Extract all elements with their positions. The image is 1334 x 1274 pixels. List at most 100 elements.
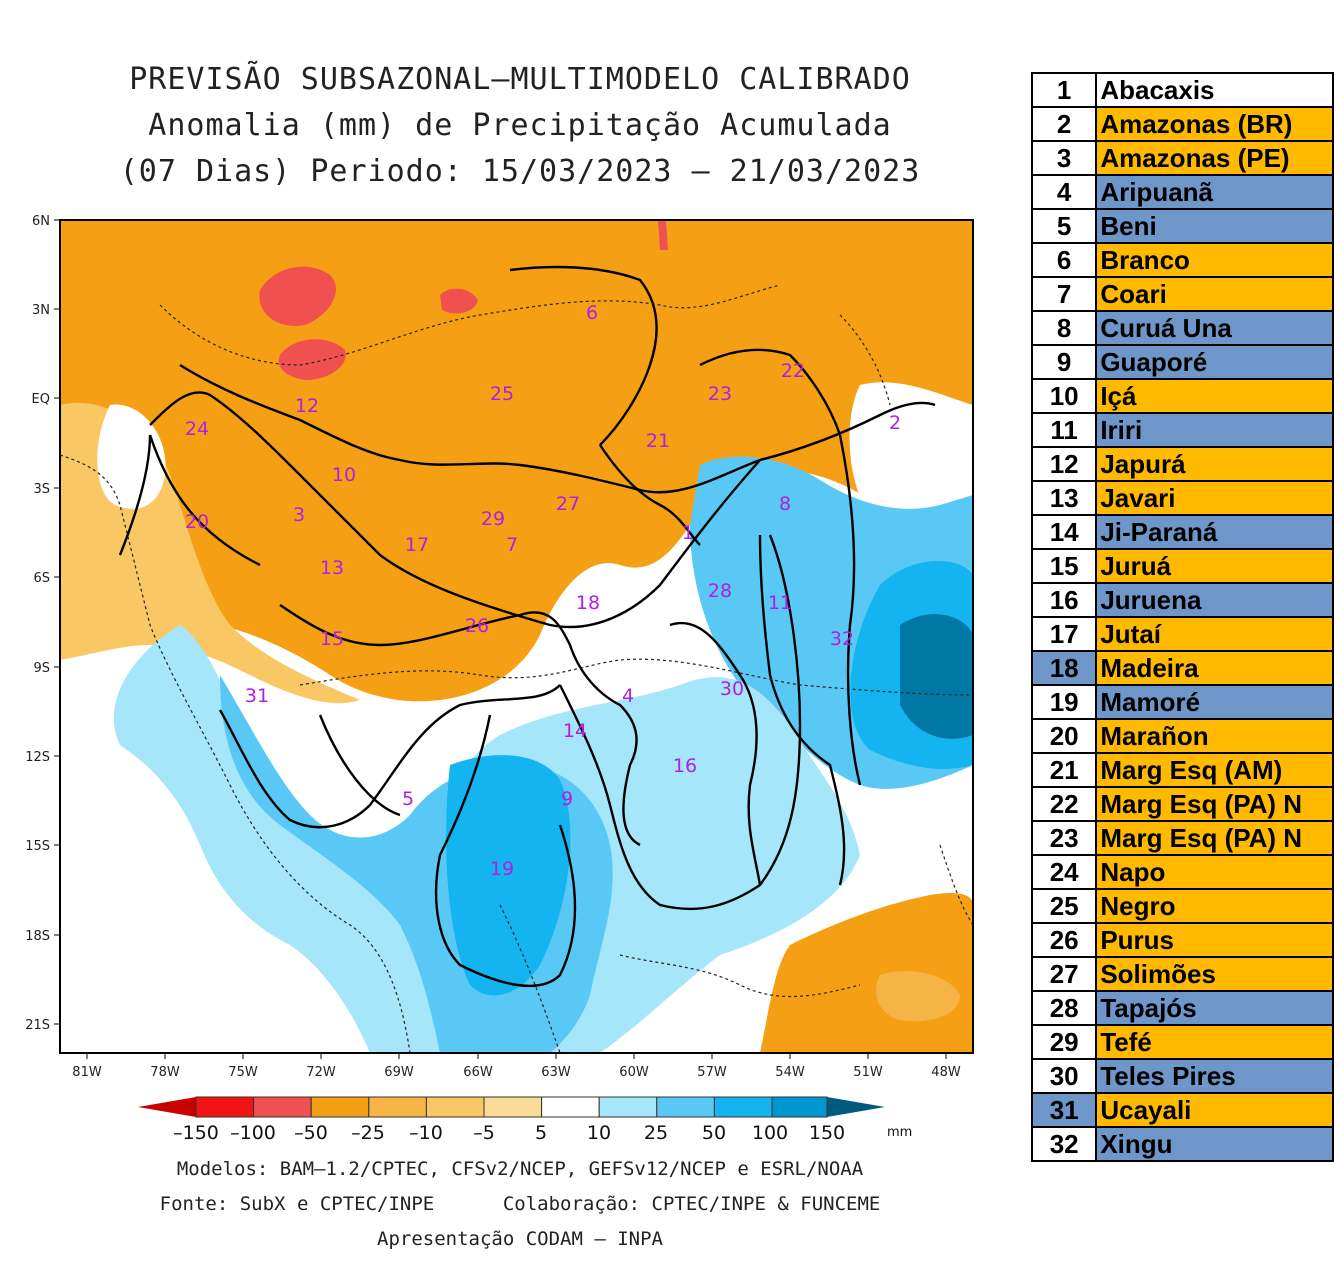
lon-tick-label: 81W <box>72 1065 102 1080</box>
basin-number: 24 <box>1030 854 1098 890</box>
basin-row: 30 Teles Pires <box>1030 1058 1334 1094</box>
colorbar-segment <box>425 1096 485 1118</box>
colorbar-label: 100 <box>752 1122 788 1144</box>
basin-name: Napo <box>1095 854 1334 890</box>
basin-label: 25 <box>490 383 514 405</box>
basin-label: 32 <box>830 628 854 650</box>
basin-label: 6 <box>586 302 598 324</box>
map-frame <box>59 219 974 1054</box>
colorbar-left-arrow <box>138 1097 196 1117</box>
basin-number: 18 <box>1030 650 1098 686</box>
credits-source: Fonte: SubX e CPTEC/INPE Colaboração: CP… <box>159 1193 881 1215</box>
basin-row: 4 Aripuanã <box>1030 174 1334 210</box>
basin-number: 14 <box>1030 514 1098 550</box>
basin-number: 27 <box>1030 956 1098 992</box>
lon-tick-label: 48W <box>931 1065 961 1080</box>
credits-presentation: Apresentação CODAM – INPA <box>377 1228 663 1250</box>
colorbar-segment <box>253 1096 312 1118</box>
basin-name: Japurá <box>1095 446 1334 482</box>
basin-name: Purus <box>1095 922 1334 958</box>
basin-number: 22 <box>1030 786 1098 822</box>
basin-label: 2 <box>889 412 901 434</box>
basin-name: Javari <box>1095 480 1334 516</box>
longitude-labels: 81W 78W 75W 72W 69W 66W 63W 60W 57W 54W … <box>72 1065 961 1080</box>
basin-label: 11 <box>768 592 792 614</box>
basin-name: Iriri <box>1095 412 1334 448</box>
lon-tick-label: 78W <box>150 1065 180 1080</box>
basin-name: Içá <box>1095 378 1334 414</box>
basin-label: 10 <box>332 464 356 486</box>
basin-number: 26 <box>1030 922 1098 958</box>
anomaly-field <box>60 220 973 1053</box>
basin-name: Abacaxis <box>1095 72 1334 108</box>
basin-number: 13 <box>1030 480 1098 516</box>
basin-legend-table: 1 Abacaxis 2 Amazonas (BR) 3 Amazonas (PE) 4 Ar… <box>1030 72 1334 1162</box>
colorbar-segment <box>310 1096 370 1118</box>
basin-name: Marañon <box>1095 718 1334 754</box>
title-line-2: Anomalia (mm) de Precipitação Acumulada <box>148 108 892 143</box>
basin-name: Juruá <box>1095 548 1334 584</box>
colorbar-label: 150 <box>809 1122 845 1144</box>
lon-tick-label: 51W <box>853 1065 883 1080</box>
lat-tick-label: 18S <box>25 929 50 944</box>
basin-label: 28 <box>708 580 732 602</box>
basin-label: 27 <box>556 493 580 515</box>
basin-row: 19 Mamoré <box>1030 684 1334 720</box>
lat-tick-label: 15S <box>25 839 50 854</box>
lon-tick-label: 54W <box>775 1065 805 1080</box>
basin-row: 26 Purus <box>1030 922 1334 958</box>
basin-row: 27 Solimões <box>1030 956 1334 992</box>
basin-label: 16 <box>673 755 697 777</box>
colorbar-segment <box>598 1096 658 1118</box>
basin-label: 19 <box>490 858 514 880</box>
basin-row: 22 Marg Esq (PA) N <box>1030 786 1334 822</box>
basin-label: 1 <box>682 522 694 544</box>
country-borders <box>59 284 974 1054</box>
basin-number: 21 <box>1030 752 1098 788</box>
basin-number: 32 <box>1030 1126 1098 1162</box>
basin-label: 14 <box>563 720 587 742</box>
colorbar-segment <box>541 1096 600 1118</box>
basin-label: 26 <box>465 615 489 637</box>
colorbar-segment <box>713 1096 773 1118</box>
basin-row: 11 Iriri <box>1030 412 1334 448</box>
colorbar-label: –5 <box>473 1122 495 1144</box>
basin-number: 12 <box>1030 446 1098 482</box>
lat-tick-label: 6S <box>33 571 50 586</box>
basin-label: 22 <box>781 360 805 382</box>
basin-label: 23 <box>708 383 732 405</box>
basin-row: 17 Jutaí <box>1030 616 1334 652</box>
title-line-3: (07 Dias) Periodo: 15/03/2023 – 21/03/20… <box>119 154 921 189</box>
basin-label: 7 <box>506 534 518 556</box>
basin-name: Tapajós <box>1095 990 1334 1026</box>
basin-row: 16 Juruena <box>1030 582 1334 618</box>
basin-number: 17 <box>1030 616 1098 652</box>
lon-tick-label: 60W <box>619 1065 649 1080</box>
basin-number: 29 <box>1030 1024 1098 1060</box>
basin-number: 8 <box>1030 310 1098 346</box>
basin-name: Mamoré <box>1095 684 1334 720</box>
basin-number: 10 <box>1030 378 1098 414</box>
basin-number: 6 <box>1030 242 1098 278</box>
basin-name: Marg Esq (PA) N <box>1095 786 1334 822</box>
colorbar-label: 5 <box>535 1122 547 1144</box>
basin-label: 30 <box>720 678 744 700</box>
basin-name: Aripuanã <box>1095 174 1334 210</box>
basin-number: 5 <box>1030 208 1098 244</box>
basin-row: 10 Içá <box>1030 378 1334 414</box>
basin-row: 15 Juruá <box>1030 548 1334 584</box>
basin-label: 29 <box>481 508 505 530</box>
basin-label: 4 <box>622 685 634 707</box>
lat-tick-label: 6N <box>32 214 50 229</box>
basin-number: 7 <box>1030 276 1098 312</box>
basin-row: 23 Marg Esq (PA) N <box>1030 820 1334 856</box>
basin-number: 25 <box>1030 888 1098 924</box>
lon-tick-label: 75W <box>228 1065 258 1080</box>
colorbar-label: –100 <box>230 1122 276 1144</box>
colorbar-label: 25 <box>644 1122 668 1144</box>
basin-row: 13 Javari <box>1030 480 1334 516</box>
colorbar-segment <box>368 1096 427 1118</box>
basin-number: 23 <box>1030 820 1098 856</box>
basin-number: 30 <box>1030 1058 1098 1094</box>
basin-label: 3 <box>293 504 305 526</box>
